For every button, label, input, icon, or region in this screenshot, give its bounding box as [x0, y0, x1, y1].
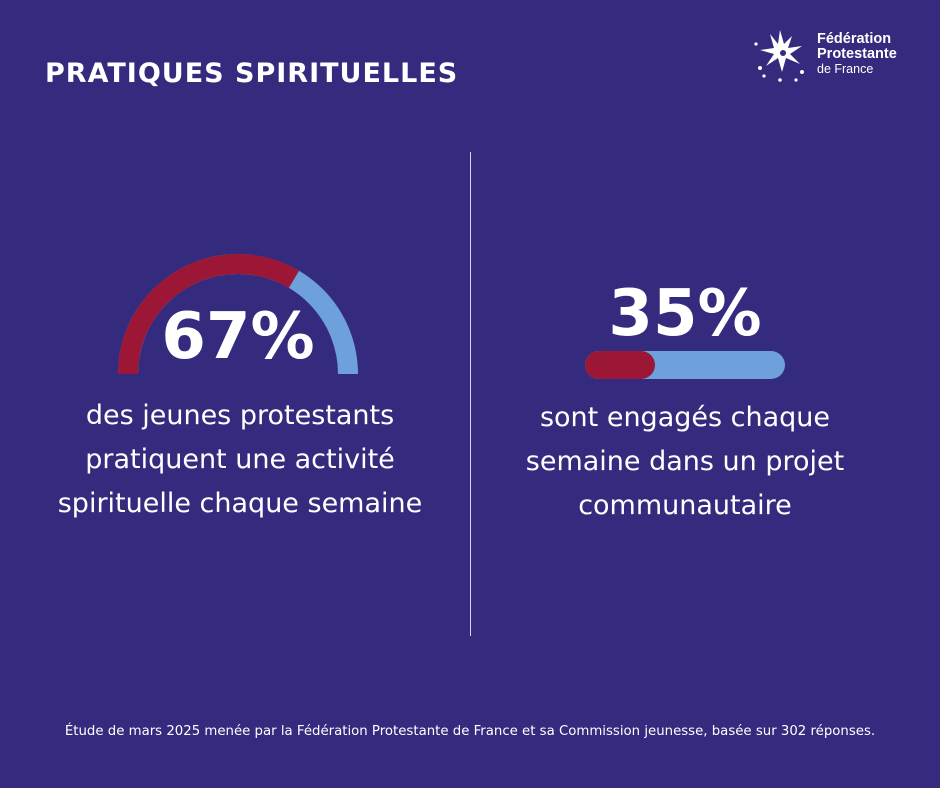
divider	[470, 152, 471, 636]
left-caption-line: pratiquent une activité	[85, 444, 395, 475]
gauge-chart	[118, 254, 358, 375]
logo-line-3: de France	[817, 62, 874, 76]
cross-star-icon	[754, 30, 804, 82]
left-caption-line: spirituelle chaque semaine	[57, 488, 423, 519]
right-caption: sont engagés chaque semaine dans un proj…	[480, 396, 890, 528]
page-title: PRATIQUES SPIRITUELLES	[45, 58, 459, 89]
logo: Fédération Protestante de France	[752, 24, 922, 86]
right-caption-line: communautaire	[578, 490, 792, 521]
right-caption-line: semaine dans un projet	[525, 446, 845, 477]
progress-bar-chart	[585, 351, 785, 379]
footer-note: Étude de mars 2025 menée par la Fédérati…	[64, 724, 876, 739]
bar-fill	[585, 351, 655, 379]
logo-line-2: Protestante	[817, 46, 897, 62]
left-caption: des jeunes protestants pratiquent une ac…	[20, 394, 460, 526]
logo-line-1: Fédération	[817, 31, 892, 47]
gauge-fill	[118, 254, 300, 375]
gauge-value-label: 67%	[161, 300, 315, 374]
left-caption-line: des jeunes protestants	[85, 400, 395, 431]
bar-value-label: 35%	[608, 277, 762, 351]
right-caption-line: sont engagés chaque	[539, 402, 831, 433]
